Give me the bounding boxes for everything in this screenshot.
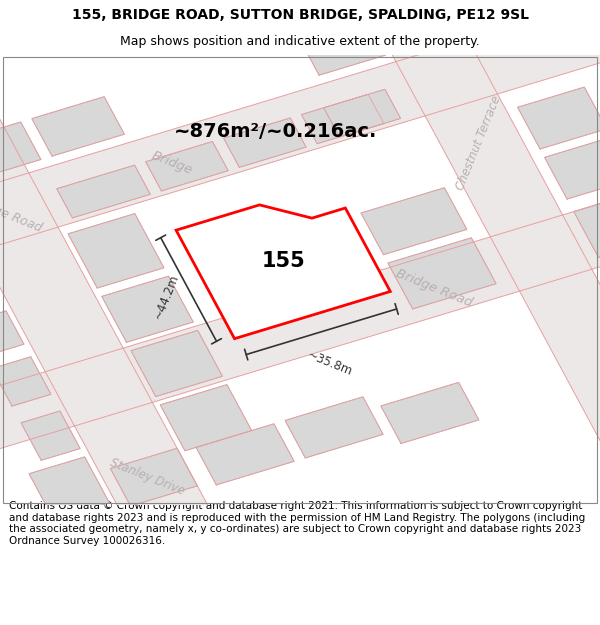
- Polygon shape: [388, 238, 496, 309]
- Text: Map shows position and indicative extent of the property.: Map shows position and indicative extent…: [120, 35, 480, 48]
- Polygon shape: [0, 141, 600, 499]
- Text: Chestnut Terrace: Chestnut Terrace: [454, 94, 503, 192]
- Polygon shape: [21, 411, 80, 461]
- Polygon shape: [224, 118, 306, 168]
- Polygon shape: [32, 97, 124, 156]
- Polygon shape: [326, 0, 600, 516]
- Polygon shape: [196, 424, 294, 485]
- Text: Contains OS data © Crown copyright and database right 2021. This information is : Contains OS data © Crown copyright and d…: [9, 501, 585, 546]
- Polygon shape: [301, 94, 384, 144]
- Polygon shape: [574, 191, 600, 258]
- Text: Stanley Drive: Stanley Drive: [108, 456, 187, 498]
- Polygon shape: [0, 44, 274, 625]
- Polygon shape: [0, 311, 24, 356]
- Text: ~44.2m: ~44.2m: [151, 272, 181, 321]
- Polygon shape: [0, 357, 51, 406]
- Polygon shape: [0, 122, 41, 180]
- Polygon shape: [102, 276, 193, 342]
- Polygon shape: [176, 205, 391, 339]
- Polygon shape: [518, 87, 600, 149]
- Text: Bridge: Bridge: [150, 149, 195, 178]
- Polygon shape: [160, 384, 251, 451]
- Polygon shape: [285, 397, 383, 458]
- Polygon shape: [110, 448, 197, 506]
- Polygon shape: [382, 0, 472, 54]
- Text: Bridge Road: Bridge Road: [0, 194, 43, 234]
- Text: Bridge Road: Bridge Road: [394, 267, 474, 309]
- Polygon shape: [0, 0, 600, 323]
- Polygon shape: [545, 137, 600, 199]
- Polygon shape: [68, 214, 164, 288]
- Polygon shape: [324, 89, 401, 137]
- Polygon shape: [299, 18, 386, 75]
- Polygon shape: [381, 382, 479, 444]
- Text: 155, BRIDGE ROAD, SUTTON BRIDGE, SPALDING, PE12 9SL: 155, BRIDGE ROAD, SUTTON BRIDGE, SPALDIN…: [71, 8, 529, 22]
- Text: ~876m²/~0.216ac.: ~876m²/~0.216ac.: [175, 122, 377, 141]
- Polygon shape: [361, 188, 467, 255]
- Polygon shape: [29, 457, 109, 519]
- Polygon shape: [131, 331, 223, 396]
- Polygon shape: [56, 165, 151, 218]
- Text: 155: 155: [262, 251, 305, 271]
- Polygon shape: [146, 141, 228, 191]
- Text: ~35.8m: ~35.8m: [306, 349, 355, 378]
